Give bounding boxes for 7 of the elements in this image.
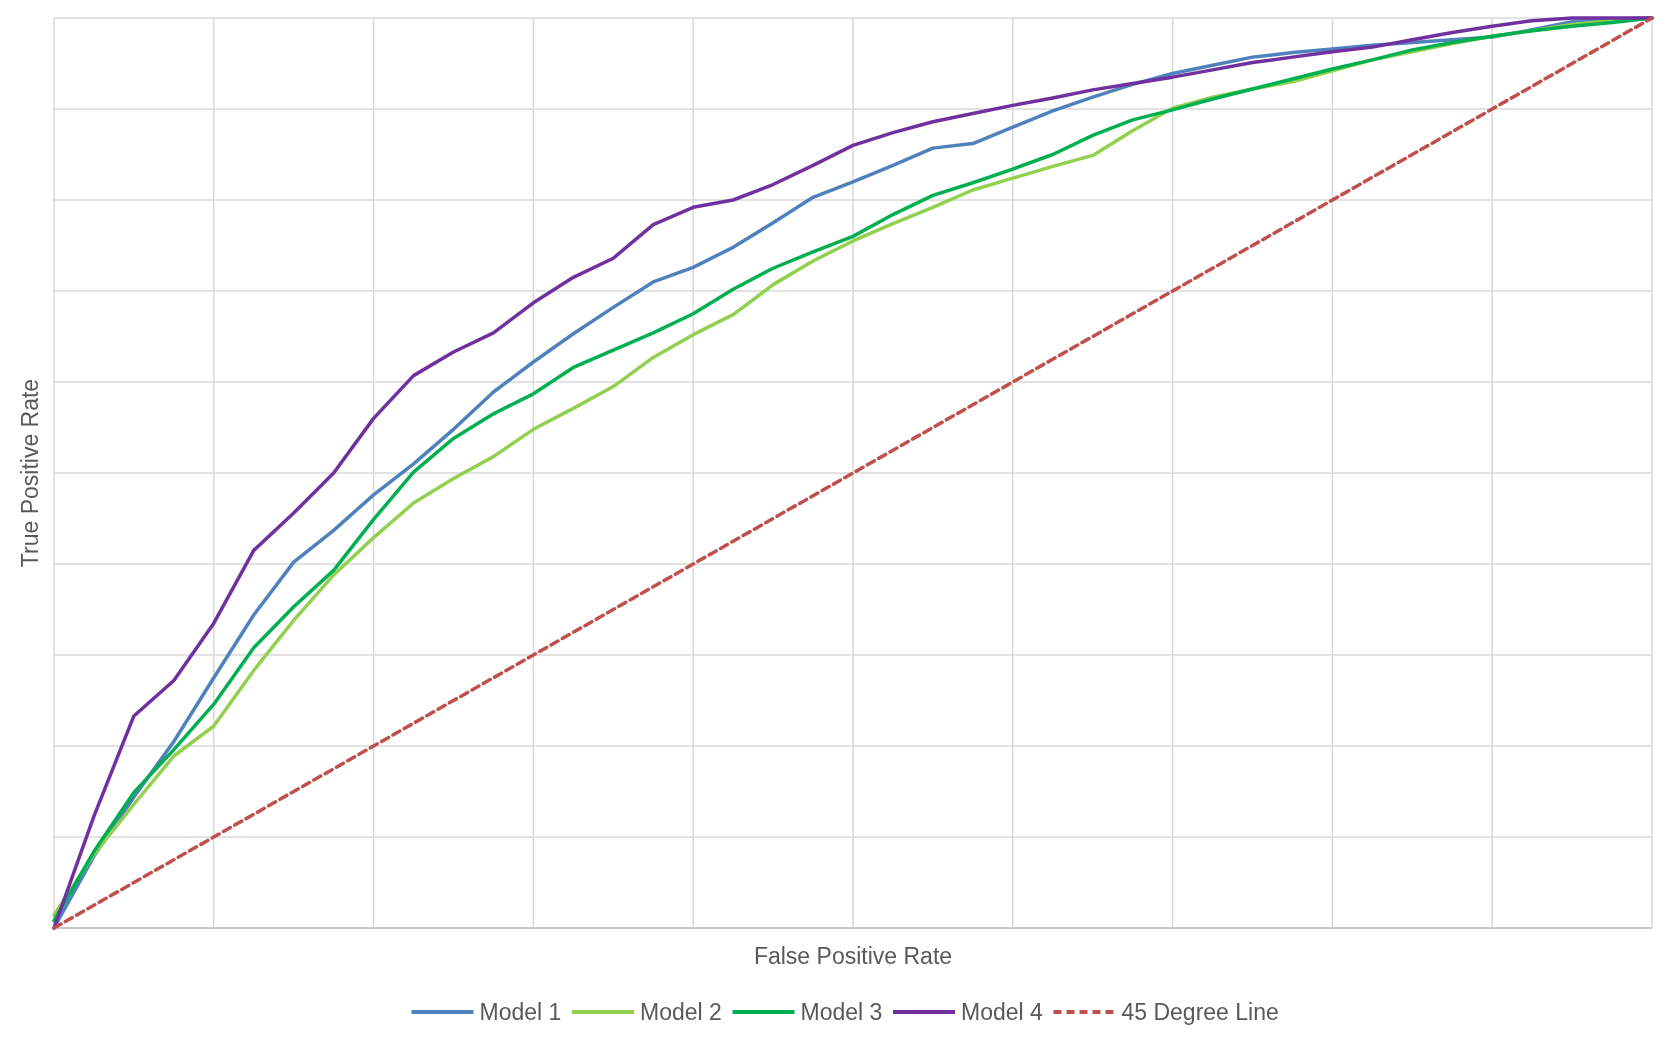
x-axis-title: False Positive Rate <box>753 943 953 969</box>
y-axis-title: True Positive Rate <box>17 378 43 568</box>
legend-label: Model 1 <box>479 999 562 1025</box>
legend-label: 45 Degree Line <box>1121 999 1279 1025</box>
legend-label: Model 3 <box>800 999 883 1025</box>
legend-label: Model 2 <box>640 999 722 1025</box>
legend-label: Model 4 <box>961 999 1044 1025</box>
